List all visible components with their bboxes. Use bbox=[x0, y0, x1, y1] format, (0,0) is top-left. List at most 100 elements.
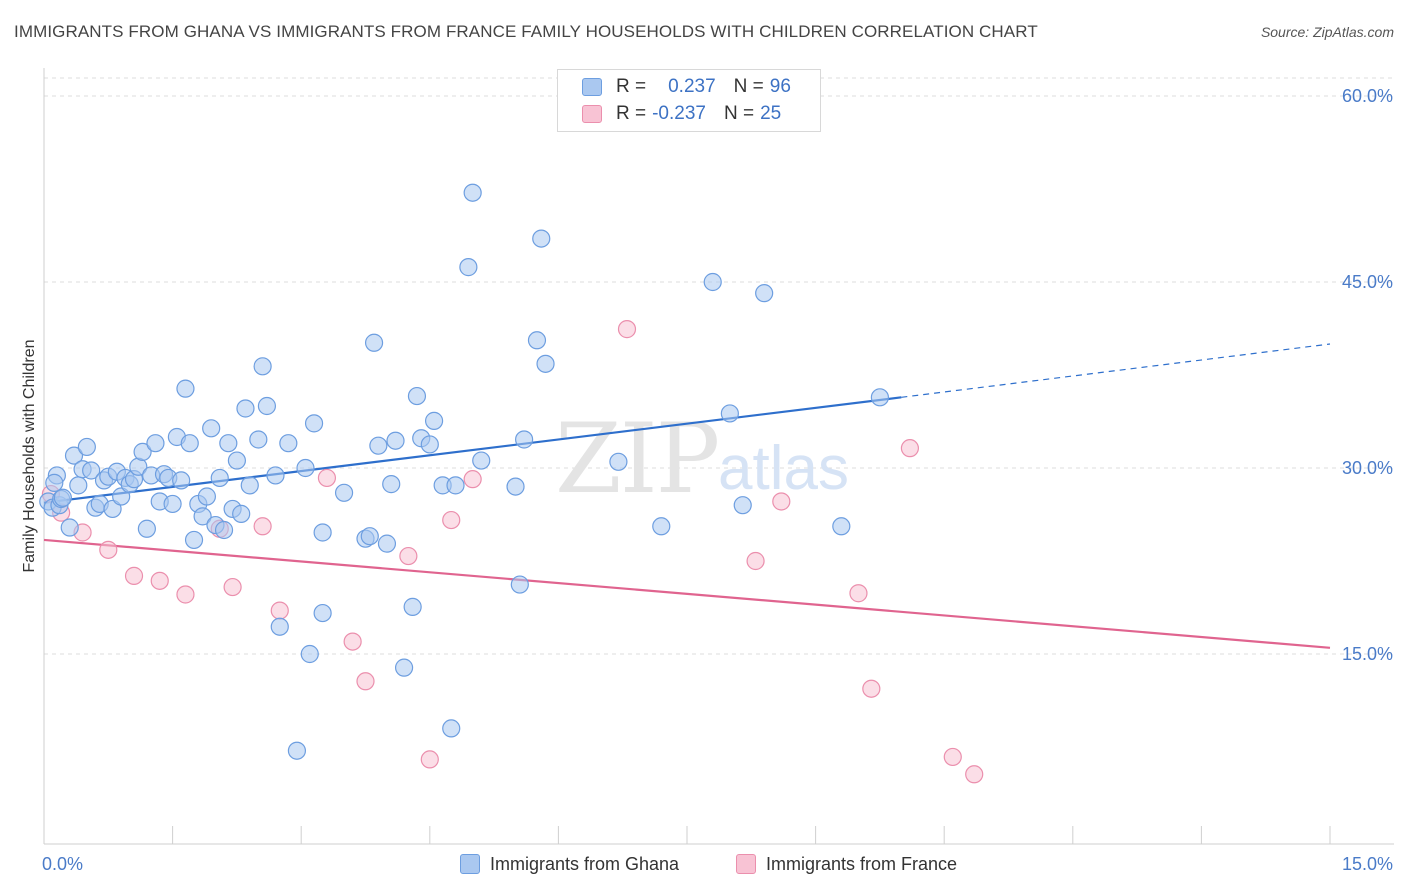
legend-r-value-ghana: 0.237 bbox=[668, 76, 716, 97]
ghana-point bbox=[382, 475, 401, 494]
france-swatch-icon bbox=[582, 105, 602, 123]
france-point bbox=[317, 468, 337, 488]
ghana-point bbox=[163, 494, 182, 514]
france-point bbox=[617, 320, 637, 339]
france-point bbox=[849, 584, 868, 603]
ghana-swatch-icon bbox=[582, 78, 602, 96]
ghana-point bbox=[532, 229, 551, 248]
legend-r-value-france: -0.237 bbox=[652, 103, 706, 124]
y-axis-title: Family Households with Children bbox=[21, 340, 38, 573]
ghana-point bbox=[193, 507, 212, 526]
ghana-point bbox=[184, 530, 204, 550]
ghana-point bbox=[266, 466, 285, 485]
ghana-point bbox=[202, 419, 221, 438]
y-tick-label: 45.0% bbox=[1342, 272, 1393, 292]
ghana-point bbox=[313, 603, 332, 623]
ghana-point bbox=[870, 388, 890, 407]
bottom-legend-ghana: Immigrants from Ghana bbox=[460, 852, 679, 876]
ghana-point bbox=[227, 451, 246, 470]
ghana-point bbox=[253, 357, 272, 376]
ghana-point bbox=[510, 575, 529, 594]
france-point bbox=[124, 566, 144, 585]
ghana-point bbox=[386, 431, 405, 450]
france-point bbox=[442, 510, 461, 530]
france-point bbox=[420, 750, 439, 769]
ghana-point bbox=[270, 617, 289, 636]
ghana-point bbox=[300, 644, 319, 664]
x-tick-label: 15.0% bbox=[1342, 854, 1393, 874]
ghana-point bbox=[172, 471, 191, 490]
ghana-point bbox=[420, 435, 439, 454]
correlation-legend: R = 0.237 N = 96 R = -0.237 N = 25 bbox=[557, 69, 821, 132]
ghana-point bbox=[180, 434, 199, 453]
x-tick-label: 0.0% bbox=[42, 854, 83, 874]
ghana-point bbox=[334, 483, 354, 502]
ghana-swatch-icon bbox=[460, 854, 480, 874]
bottom-legend-ghana-label: Immigrants from Ghana bbox=[490, 853, 680, 874]
ghana-point bbox=[240, 476, 259, 495]
ghana-point bbox=[64, 446, 84, 465]
ghana-point bbox=[279, 434, 298, 453]
ghana-point bbox=[232, 504, 251, 523]
ghana-point bbox=[296, 458, 315, 478]
legend-row-france: R = -0.237 N = 25 bbox=[582, 102, 781, 126]
watermark-atlas: atlas bbox=[718, 434, 849, 503]
ghana-point bbox=[394, 658, 414, 677]
france-point bbox=[772, 492, 791, 511]
france-point bbox=[900, 439, 920, 458]
ghana-point bbox=[652, 517, 671, 536]
source-label: Source: ZipAtlas.com bbox=[1260, 24, 1394, 40]
ghana-point bbox=[515, 430, 534, 449]
ghana-point bbox=[137, 519, 156, 538]
gridlines bbox=[44, 77, 1394, 655]
ghana-point bbox=[249, 430, 268, 449]
france-point bbox=[99, 540, 118, 559]
france-point bbox=[176, 585, 195, 604]
ghana-point bbox=[214, 520, 234, 540]
legend-r-label: R = bbox=[616, 103, 647, 124]
ghana-point bbox=[146, 434, 165, 453]
france-point bbox=[746, 551, 765, 571]
ghana-point bbox=[703, 272, 722, 292]
ghana-point bbox=[77, 437, 96, 457]
france-point bbox=[150, 571, 169, 590]
ghana-point bbox=[197, 487, 216, 506]
chart-title: IMMIGRANTS FROM GHANA VS IMMIGRANTS FROM… bbox=[14, 22, 1038, 41]
y-tick-label: 30.0% bbox=[1342, 458, 1393, 478]
ghana-point bbox=[210, 468, 229, 488]
legend-r-label: R = bbox=[616, 76, 647, 97]
legend-n-value-ghana: 96 bbox=[769, 76, 791, 97]
tick-labels: 15.0% 30.0% 45.0% 60.0% 0.0% 15.0% Family Hous… bbox=[21, 86, 1393, 874]
watermark-zip: ZIP bbox=[555, 403, 718, 515]
ghana-point bbox=[459, 258, 478, 277]
ghana-point bbox=[69, 476, 88, 495]
y-tick-label: 60.0% bbox=[1342, 86, 1393, 106]
axes bbox=[43, 68, 1394, 845]
ghana-point bbox=[527, 331, 547, 350]
legend-n-label: N = bbox=[723, 103, 755, 124]
ghana-point bbox=[304, 414, 324, 433]
france-swatch-icon bbox=[736, 854, 756, 874]
ghana-point bbox=[403, 597, 422, 616]
france-point bbox=[223, 577, 242, 597]
ghana-point bbox=[133, 442, 152, 461]
data-points bbox=[39, 183, 984, 784]
ghana-point bbox=[364, 333, 384, 352]
ghana-point bbox=[369, 436, 388, 455]
france-point bbox=[943, 747, 962, 767]
ghana-point bbox=[832, 517, 851, 536]
ghana-point bbox=[463, 183, 482, 202]
ghana-point bbox=[407, 386, 427, 406]
france-point bbox=[399, 546, 418, 566]
ghana-point bbox=[313, 523, 332, 542]
ghana-point bbox=[219, 434, 238, 453]
ghana-point bbox=[442, 719, 461, 738]
ghana-point bbox=[360, 527, 379, 546]
ghana-point bbox=[506, 477, 525, 496]
france-point bbox=[270, 601, 289, 620]
ghana-point bbox=[472, 451, 491, 470]
legend-n-label: N = bbox=[733, 76, 764, 97]
ghana-point bbox=[60, 518, 79, 537]
france-point bbox=[343, 632, 362, 651]
bottom-legend-france: Immigrants from France bbox=[736, 852, 957, 876]
